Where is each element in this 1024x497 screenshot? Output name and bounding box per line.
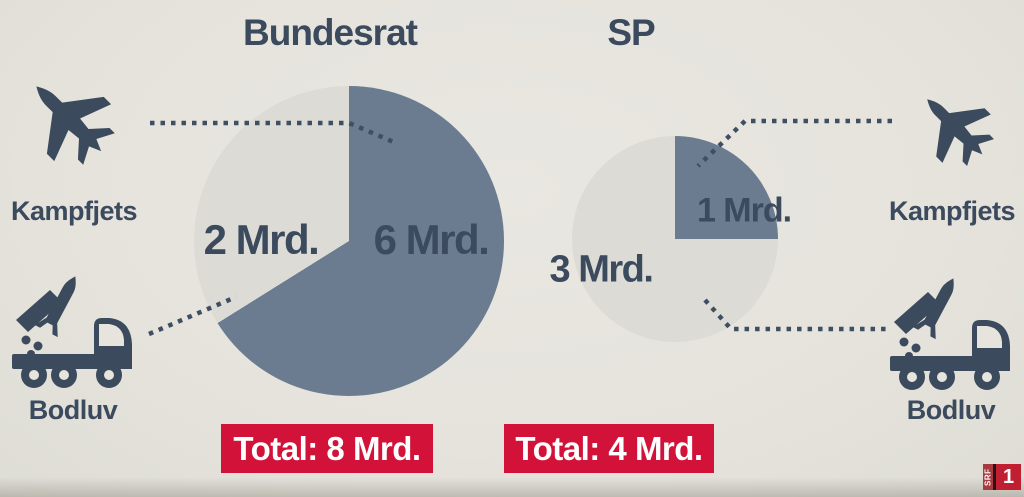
total-label-sp: Total: 4 Mrd. <box>515 429 703 467</box>
srf-channel-logo: SRF 1 <box>983 464 1021 490</box>
slice-label-sp-bodluv: 3 Mrd. <box>549 248 654 291</box>
fighter-jet-icon <box>2 52 136 186</box>
chart-title-bundesrat: Bundesrat <box>243 12 418 53</box>
logo-divider <box>993 464 996 490</box>
legend-label-kampfjets-right: Kampfjets <box>888 196 1016 226</box>
fighter-jet-icon <box>898 70 1012 184</box>
slice-label-bundesrat-kampfjets: 6 Mrd. <box>373 216 490 263</box>
slice-label-bundesrat-bodluv: 2 Mrd. <box>203 216 320 263</box>
legend-label-bodluv-left: Bodluv <box>28 395 118 425</box>
pie-chart-sp <box>572 136 778 342</box>
srf-network-label: SRF <box>983 464 993 490</box>
legend-label-bodluv-right: Bodluv <box>906 395 996 425</box>
chart-title-sp: SP <box>607 12 655 53</box>
total-label-bundesrat: Total: 8 Mrd. <box>233 429 421 467</box>
total-banner-bundesrat: Total: 8 Mrd. <box>221 424 433 473</box>
total-banner-sp: Total: 4 Mrd. <box>504 424 714 473</box>
slice-label-sp-kampfjets: 1 Mrd. <box>696 191 792 230</box>
missile-truck-icon <box>6 268 134 388</box>
missile-truck-icon <box>884 270 1012 390</box>
srf-channel-number: 1 <box>996 464 1021 490</box>
legend-label-kampfjets-left: Kampfjets <box>10 196 138 226</box>
